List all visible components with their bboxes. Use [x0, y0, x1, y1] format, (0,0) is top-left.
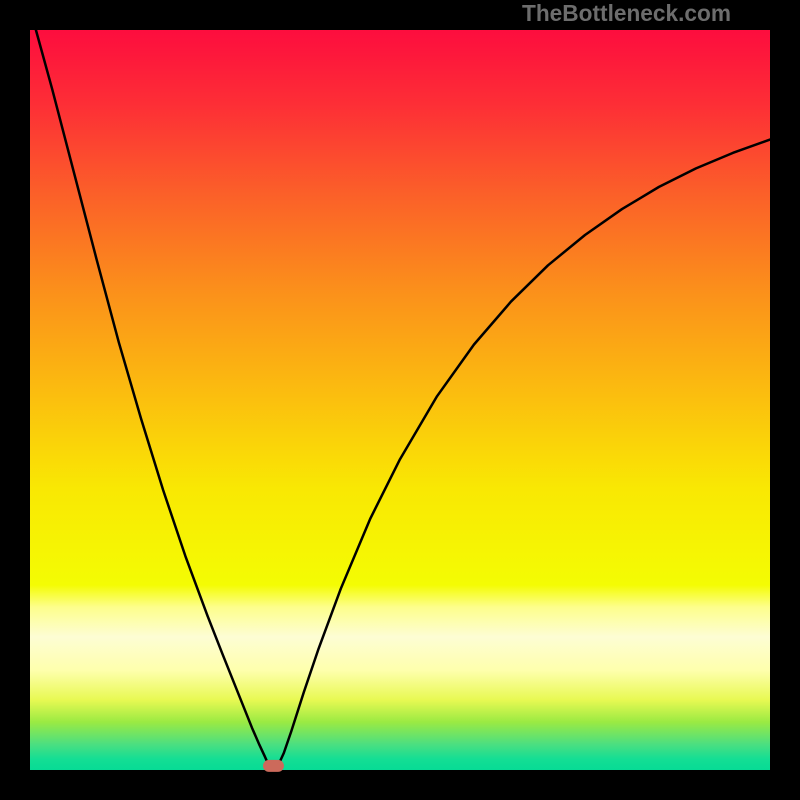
plot-area — [30, 30, 770, 770]
minimum-marker — [263, 760, 284, 772]
chart-canvas: TheBottleneck.com — [0, 0, 800, 800]
bottleneck-curve-chart — [0, 0, 800, 800]
